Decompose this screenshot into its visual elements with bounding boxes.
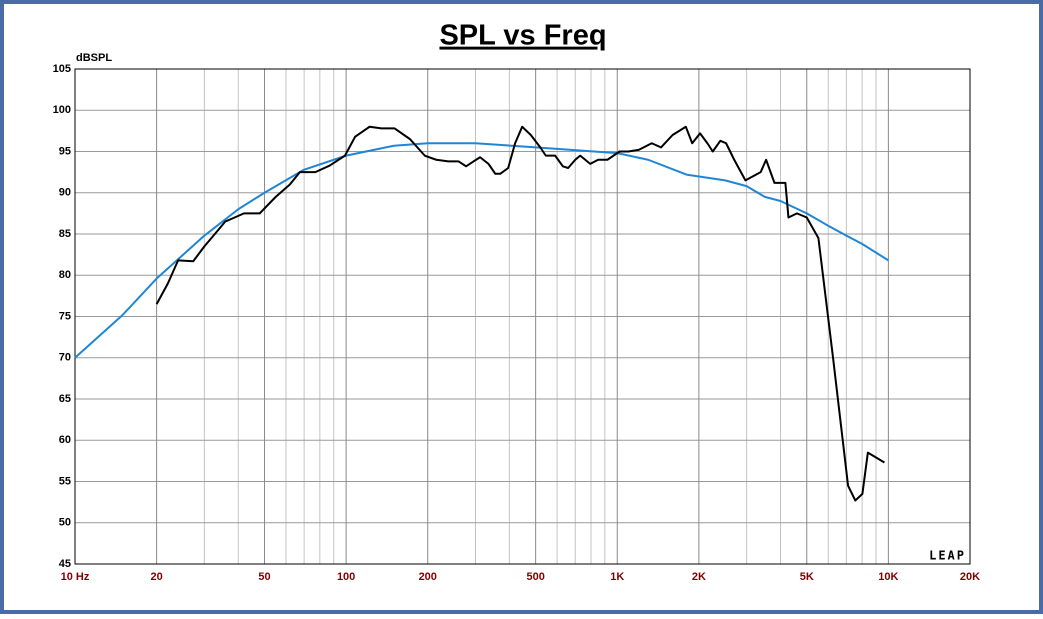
y-tick-label: 50: [59, 517, 71, 529]
y-tick-label: 90: [59, 187, 71, 199]
x-tick-label: 200: [419, 571, 437, 583]
x-tick-label: 1K: [610, 571, 624, 583]
x-tick-label: 10 Hz: [61, 571, 90, 583]
y-tick-label: 85: [59, 228, 71, 240]
y-tick-label: 65: [59, 393, 71, 405]
chart-title: SPL vs Freq: [439, 20, 606, 52]
x-tick-label: 20K: [960, 571, 980, 583]
x-tick-label: 10K: [878, 571, 898, 583]
plot-border: [74, 68, 971, 565]
series-line: [74, 142, 889, 359]
x-tick-label: 5K: [800, 571, 814, 583]
y-axis-label: dBSPL: [76, 52, 112, 64]
y-tick-label: 70: [59, 352, 71, 364]
y-tick-label: 45: [59, 558, 71, 570]
x-tick-label: 500: [526, 571, 544, 583]
y-tick-label: 60: [59, 434, 71, 446]
y-tick-label: 80: [59, 269, 71, 281]
series-line: [155, 125, 885, 502]
y-tick-label: 75: [59, 310, 71, 322]
x-tick-label: 100: [337, 571, 355, 583]
x-tick-label: 20: [150, 571, 162, 583]
watermark: LEAP: [929, 549, 966, 563]
x-tick-label: 2K: [692, 571, 706, 583]
y-tick-label: 100: [53, 104, 71, 116]
x-tick-label: 50: [258, 571, 270, 583]
y-tick-label: 105: [53, 63, 71, 75]
y-tick-label: 55: [59, 475, 71, 487]
y-tick-label: 95: [59, 145, 71, 157]
